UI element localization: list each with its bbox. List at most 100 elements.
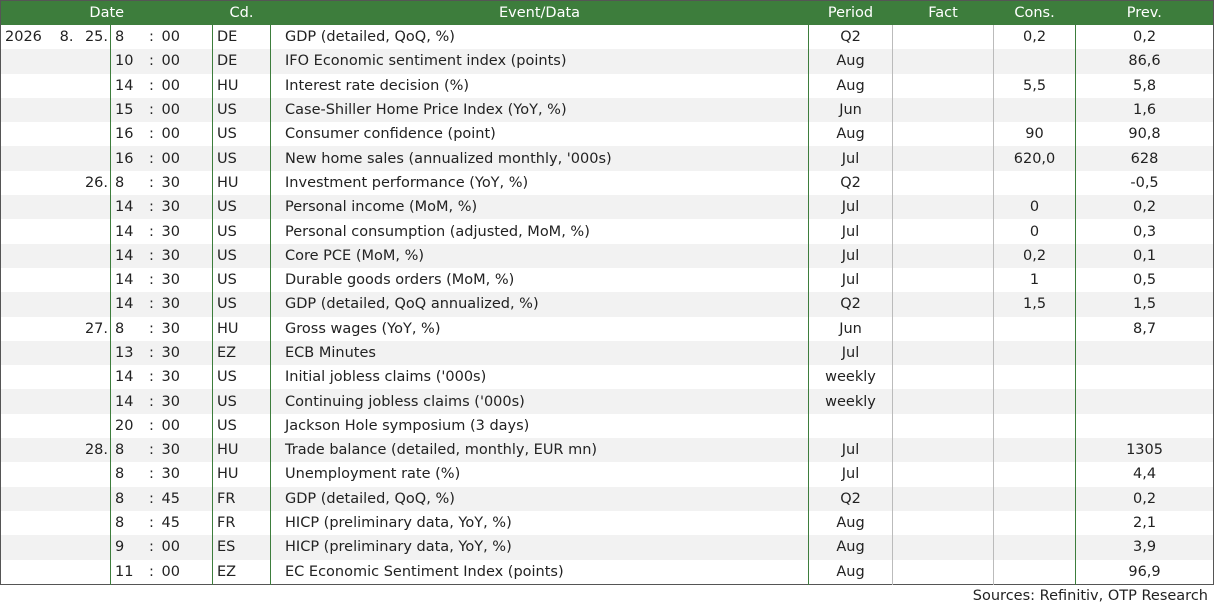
prev-cell: 2,1 <box>1075 510 1214 536</box>
period-cell: Q2 <box>808 25 893 50</box>
fact-cell <box>892 49 994 74</box>
cons-cell <box>993 510 1076 536</box>
fact-cell <box>892 219 994 244</box>
cons-cell <box>993 340 1076 366</box>
minute-cell: 30 <box>161 442 180 459</box>
year-cell <box>1 146 46 170</box>
month-cell <box>46 49 76 73</box>
hour-cell: 14 <box>110 243 146 268</box>
code-cell: US <box>212 365 271 390</box>
prev-cell: 1,6 <box>1075 97 1214 123</box>
cons-cell <box>993 170 1076 196</box>
period-cell: Jun <box>808 316 893 341</box>
table-row: 8:45 FR GDP (detailed, QoQ, %) Q2 0,2 <box>0 486 1214 511</box>
code-cell: FR <box>212 486 271 511</box>
sep-cell: : <box>149 223 154 240</box>
period-cell: Jul <box>808 146 893 171</box>
minute-cell: 30 <box>161 199 180 216</box>
hour-cell: 14 <box>110 365 146 390</box>
table-row: 15:00 US Case-Shiller Home Price Index (Yo… <box>0 97 1214 123</box>
sep-cell: : <box>149 369 154 386</box>
event-cell: EC Economic Sentiment Index (points) <box>270 559 809 585</box>
fact-cell <box>892 535 994 560</box>
cons-cell: 0,2 <box>993 25 1076 50</box>
table-row: 8:45 FR HICP (preliminary data, YoY, %) Aug… <box>1 510 1214 536</box>
hour-cell: 8 <box>110 486 146 511</box>
fact-cell <box>892 97 994 123</box>
event-cell: Investment performance (YoY, %) <box>270 170 809 196</box>
code-cell: US <box>212 195 271 220</box>
period-cell: Aug <box>808 510 893 536</box>
day-cell <box>76 122 111 146</box>
year-cell <box>1 511 46 535</box>
prev-cell: 8,7 <box>1075 316 1214 341</box>
day-cell <box>76 146 111 170</box>
day-cell: 27. <box>84 320 108 337</box>
table-row: 14:30 US Continuing jobless claims ('000s)… <box>0 389 1214 414</box>
header-cell: Fact <box>892 0 994 25</box>
event-cell: Interest rate decision (%) <box>270 73 809 98</box>
day-cell <box>76 98 111 122</box>
code-cell: DE <box>212 49 271 74</box>
source-note: Sources: Refinitiv, OTP Research <box>972 588 1208 604</box>
table-row: 9:00 ES HICP (preliminary data, YoY, %) Aug… <box>0 535 1214 560</box>
year-cell <box>1 122 46 146</box>
prev-cell: 5,8 <box>1075 73 1214 98</box>
fact-cell <box>892 292 994 317</box>
fact-cell <box>892 389 994 414</box>
cons-cell: 0 <box>993 219 1076 244</box>
table-row: 14:30 US Personal consumption (adjusted, M… <box>1 219 1214 244</box>
prev-cell <box>1075 413 1214 439</box>
fact-cell <box>892 559 994 585</box>
year-cell <box>1 365 46 389</box>
day-cell <box>76 74 111 98</box>
event-cell: Personal consumption (adjusted, MoM, %) <box>270 219 809 244</box>
year-cell <box>1 341 46 365</box>
period-cell: Aug <box>808 559 893 585</box>
hour-cell: 13 <box>110 340 146 366</box>
year-cell <box>1 244 46 268</box>
day-cell <box>76 389 111 413</box>
period-cell: weekly <box>808 389 893 414</box>
prev-cell: -0,5 <box>1075 170 1214 196</box>
table-row: 16:00 US Consumer confidence (point) Aug 90 9… <box>1 122 1214 147</box>
day-cell <box>76 462 111 486</box>
hour-cell: 9 <box>110 535 146 560</box>
table-row: 20:00 US Jackson Hole symposium (3 days) <box>1 413 1214 439</box>
month-cell <box>46 438 76 462</box>
code-cell: US <box>212 292 271 317</box>
cons-cell <box>993 438 1076 463</box>
month-cell <box>46 487 76 511</box>
event-cell: HICP (preliminary data, YoY, %) <box>270 535 809 560</box>
prev-cell: 3,9 <box>1075 535 1214 560</box>
table-row: 28. 8:30 HU Trade balance (detailed, monthl… <box>0 438 1214 463</box>
year-cell <box>1 98 46 122</box>
sep-cell: : <box>149 272 154 289</box>
month-cell <box>46 98 76 122</box>
table-row: 11:00 EZ EC Economic Sentiment Index (poin… <box>1 559 1214 585</box>
period-cell <box>808 413 893 439</box>
month-cell <box>46 219 76 243</box>
sep-cell: : <box>149 442 154 459</box>
fact-cell <box>892 243 994 268</box>
calendar-table: Date Cd. Event/Data Period Fact Cons. Pr… <box>0 0 1214 585</box>
fact-cell <box>892 267 994 293</box>
table-row: 2026 8. 25. 8:00 DE GDP (detailed, QoQ, %) Q2 0… <box>1 25 1214 50</box>
fact-cell <box>892 438 994 463</box>
fact-cell <box>892 25 994 50</box>
sep-cell: : <box>149 247 154 264</box>
table-row: 27. 8:30 HU Gross wages (YoY, %) Jun 8,7 <box>1 316 1214 341</box>
code-cell: HU <box>212 73 271 98</box>
code-cell: FR <box>212 510 271 536</box>
event-cell: GDP (detailed, QoQ, %) <box>270 486 809 511</box>
header-cell: Cons. <box>993 0 1076 25</box>
year-cell <box>1 414 46 438</box>
sep-cell: : <box>149 296 154 313</box>
cons-cell <box>993 462 1076 487</box>
year-cell <box>1 462 46 486</box>
sep-cell: : <box>149 199 154 216</box>
prev-cell: 4,4 <box>1075 462 1214 487</box>
day-cell: 25. <box>84 29 108 46</box>
sep-cell: : <box>149 320 154 337</box>
table-body: 2026 8. 25. 8:00 DE GDP (detailed, QoQ, %) Q2 0… <box>0 25 1214 585</box>
